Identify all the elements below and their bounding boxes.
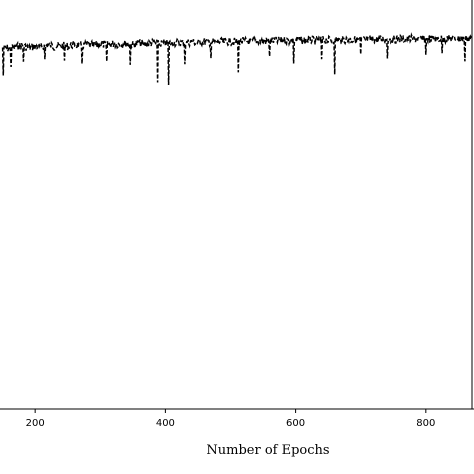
x-tick-label: 800 [416,418,435,429]
x-ticks: 200 400 600 800 [26,409,435,429]
series-line-dashed [1,32,473,86]
x-tick-label: 400 [156,418,175,429]
x-axis-label: Number of Epochs [206,443,329,458]
x-tick-label: 200 [26,418,45,429]
plot-area [1,32,473,86]
x-tick-label: 600 [286,418,305,429]
